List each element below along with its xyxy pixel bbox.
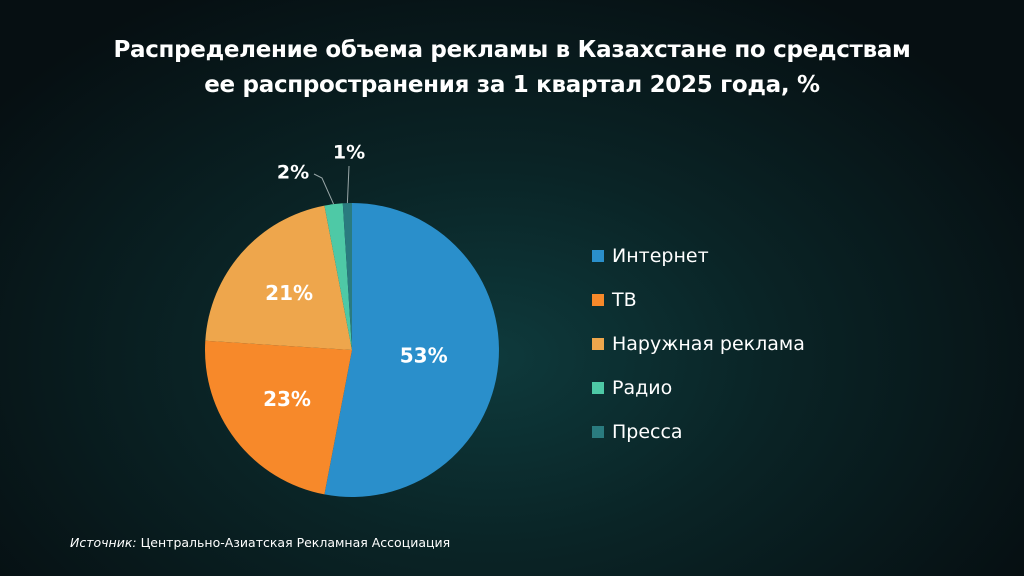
legend-item-outdoor: Наружная реклама bbox=[592, 322, 805, 366]
source-note: Источник: Центрально-Азиатская Рекламная… bbox=[70, 535, 450, 550]
legend-swatch-internet bbox=[592, 250, 604, 262]
chart-title-line-1: Распределение объема рекламы в Казахстан… bbox=[113, 37, 911, 63]
legend-item-internet: Интернет bbox=[592, 234, 805, 278]
legend-swatch-outdoor bbox=[592, 338, 604, 350]
data-label-outdoor: 21% bbox=[265, 281, 313, 305]
legend-label-outdoor: Наружная реклама bbox=[612, 333, 805, 355]
legend-swatch-tv bbox=[592, 294, 604, 306]
legend-swatch-radio bbox=[592, 382, 604, 394]
legend-item-radio: Радио bbox=[592, 366, 805, 410]
pie-slice-radio bbox=[324, 203, 352, 350]
source-prefix: Источник: bbox=[70, 535, 137, 550]
data-label-internet: 53% bbox=[400, 343, 448, 367]
legend-item-tv: ТВ bbox=[592, 278, 805, 322]
data-label-radio: 2% bbox=[277, 162, 309, 184]
chart-legend: Интернет ТВ Наружная реклама Радио Пресс… bbox=[592, 234, 805, 454]
legend-label-press: Пресса bbox=[612, 421, 683, 443]
source-name: Центрально-Азиатская Рекламная Ассоциаци… bbox=[140, 535, 451, 550]
legend-label-tv: ТВ bbox=[612, 289, 637, 311]
data-label-tv: 23% bbox=[263, 387, 311, 411]
legend-swatch-press bbox=[592, 426, 604, 438]
leader-line-radio bbox=[313, 173, 335, 205]
pie-slice-press bbox=[342, 203, 352, 350]
leader-line-press bbox=[346, 165, 350, 204]
chart-title: Распределение объема рекламы в Казахстан… bbox=[0, 33, 1024, 103]
chart-title-line-2: ее распространения за 1 квартал 2025 год… bbox=[204, 72, 820, 98]
legend-label-internet: Интернет bbox=[612, 245, 709, 267]
legend-label-radio: Радио bbox=[612, 377, 673, 399]
pie-slice-internet bbox=[324, 203, 499, 498]
pie-slice-tv bbox=[204, 340, 352, 495]
legend-item-press: Пресса bbox=[592, 410, 805, 454]
data-label-press: 1% bbox=[333, 142, 365, 164]
pie-slice-outdoor bbox=[205, 205, 352, 350]
